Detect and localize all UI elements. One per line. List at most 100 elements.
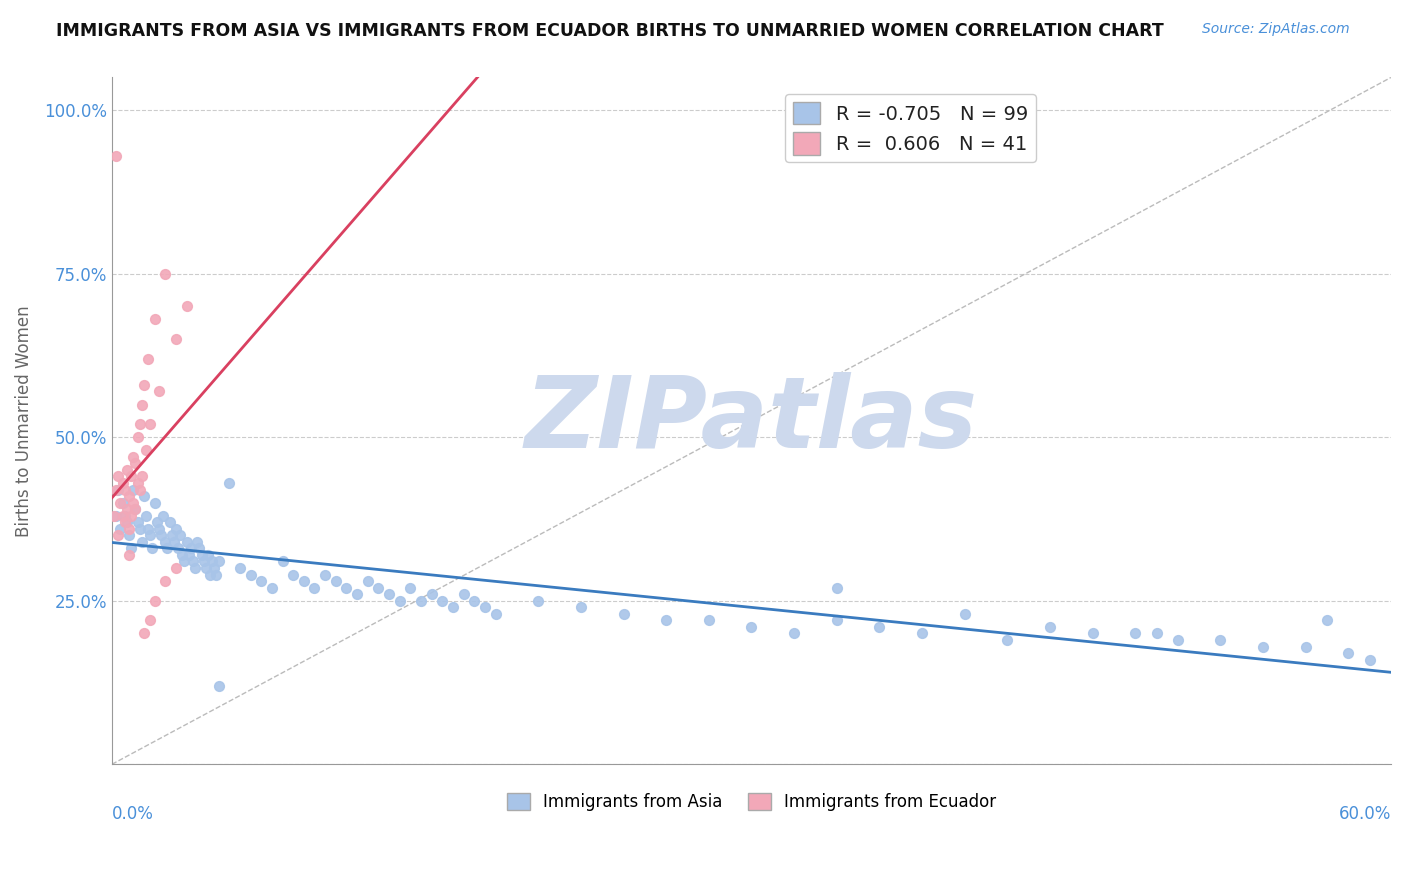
Point <box>105 483 128 497</box>
Point <box>194 561 217 575</box>
Point <box>569 600 592 615</box>
Point <box>156 541 179 556</box>
Y-axis label: Births to Unmarried Women: Births to Unmarried Women <box>15 305 32 537</box>
Point <box>114 515 136 529</box>
Point <box>124 502 146 516</box>
Point <box>995 632 1018 647</box>
Point <box>141 541 163 556</box>
Point <box>139 528 162 542</box>
Point <box>1358 652 1381 666</box>
Point <box>131 469 153 483</box>
Point <box>107 469 129 483</box>
Point <box>160 528 183 542</box>
Point <box>122 483 145 497</box>
Point <box>143 593 166 607</box>
Point <box>118 489 141 503</box>
Point <box>260 581 283 595</box>
Point <box>229 561 252 575</box>
Point <box>271 554 294 568</box>
Point <box>115 463 138 477</box>
Point <box>136 522 159 536</box>
Point <box>184 561 207 575</box>
Point <box>304 581 326 595</box>
Point <box>118 528 141 542</box>
Point <box>122 450 145 464</box>
Point <box>131 534 153 549</box>
Point <box>124 456 146 470</box>
Point <box>186 534 208 549</box>
Point <box>105 508 128 523</box>
Point <box>453 587 475 601</box>
Point <box>136 351 159 366</box>
Point <box>367 581 389 595</box>
Point <box>132 626 155 640</box>
Point <box>128 522 150 536</box>
Point <box>173 554 195 568</box>
Point <box>474 600 496 615</box>
Text: Source: ZipAtlas.com: Source: ZipAtlas.com <box>1202 22 1350 37</box>
Point <box>911 626 934 640</box>
Point <box>1123 626 1146 640</box>
Point <box>120 541 142 556</box>
Legend: Immigrants from Asia, Immigrants from Ecuador: Immigrants from Asia, Immigrants from Ec… <box>501 786 1002 818</box>
Point <box>110 522 132 536</box>
Point <box>131 397 153 411</box>
Point <box>180 541 202 556</box>
Point <box>110 495 132 509</box>
Point <box>143 312 166 326</box>
Point <box>783 626 806 640</box>
Point <box>409 593 432 607</box>
Point <box>239 567 262 582</box>
Point <box>111 508 134 523</box>
Point <box>124 502 146 516</box>
Point <box>527 593 550 607</box>
Point <box>176 299 198 313</box>
Point <box>177 548 200 562</box>
Text: ZIPatlas: ZIPatlas <box>524 372 979 469</box>
Point <box>655 613 678 627</box>
Point <box>388 593 411 607</box>
Point <box>128 483 150 497</box>
Point <box>1146 626 1168 640</box>
Point <box>145 515 167 529</box>
Point <box>152 508 174 523</box>
Point <box>159 515 181 529</box>
Point <box>181 554 204 568</box>
Point <box>193 554 215 568</box>
Point <box>169 528 191 542</box>
Point <box>122 495 145 509</box>
Point <box>148 384 170 399</box>
Point <box>432 593 454 607</box>
Point <box>201 554 224 568</box>
Point <box>139 417 162 431</box>
Point <box>163 534 186 549</box>
Point <box>143 495 166 509</box>
Point <box>105 149 128 163</box>
Point <box>103 508 125 523</box>
Point <box>198 567 221 582</box>
Point <box>1316 613 1339 627</box>
Point <box>1295 640 1317 654</box>
Point <box>176 534 198 549</box>
Point <box>107 483 129 497</box>
Point <box>155 534 177 549</box>
Point <box>399 581 422 595</box>
Point <box>218 475 240 490</box>
Point <box>292 574 315 588</box>
Point <box>1337 646 1360 660</box>
Point <box>1209 632 1232 647</box>
Point <box>127 515 149 529</box>
Point <box>190 548 212 562</box>
Point <box>420 587 443 601</box>
Point <box>107 528 129 542</box>
Point <box>314 567 336 582</box>
Point <box>740 620 762 634</box>
Point <box>346 587 368 601</box>
Point <box>485 607 508 621</box>
Point <box>114 483 136 497</box>
Point <box>127 475 149 490</box>
Point <box>127 430 149 444</box>
Point <box>132 489 155 503</box>
Point <box>868 620 890 634</box>
Point <box>150 528 173 542</box>
